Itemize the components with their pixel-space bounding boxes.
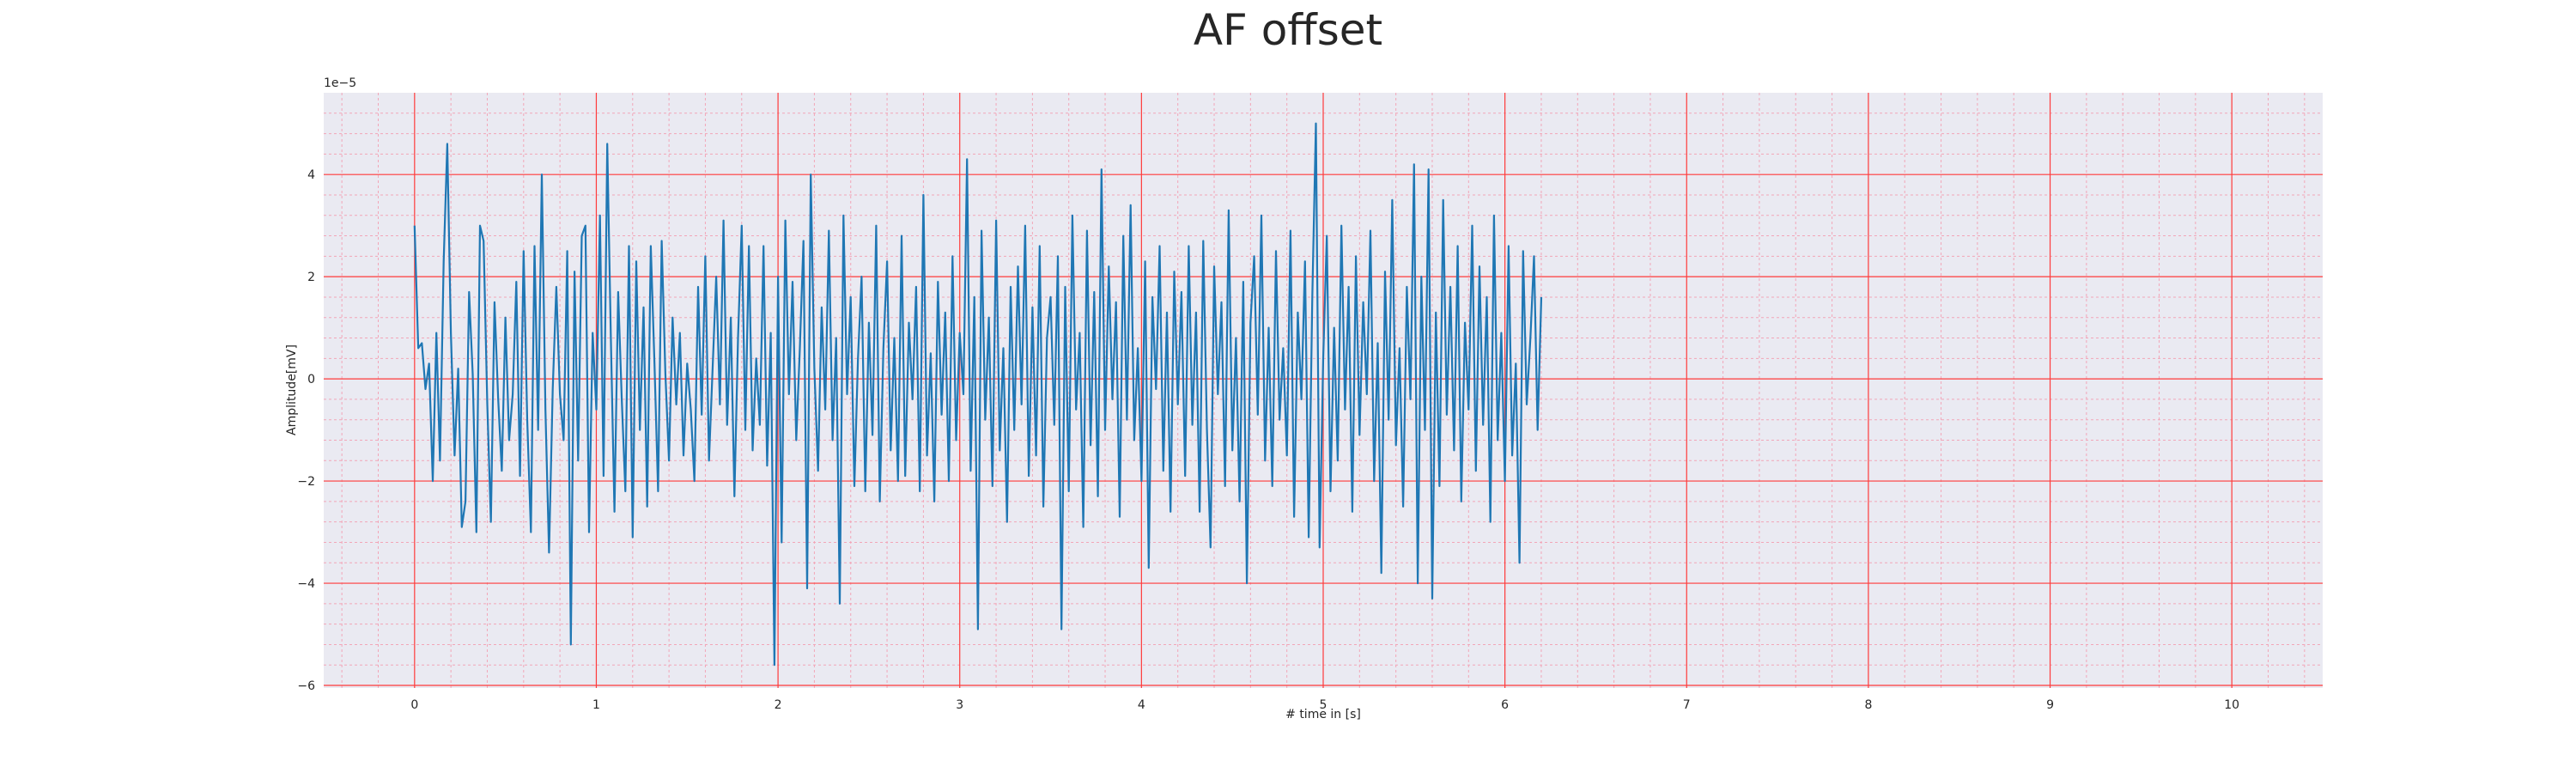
x-tick-label: 0 xyxy=(410,698,418,712)
x-tick-label: 2 xyxy=(775,698,782,712)
y-axis-label: Amplitude[mV] xyxy=(285,344,299,435)
y-tick-label: −6 xyxy=(297,679,315,693)
x-tick-label: 7 xyxy=(1683,698,1691,712)
y-tick-label: 0 xyxy=(307,373,315,386)
x-tick-label: 5 xyxy=(1320,698,1327,712)
y-tick-label: 4 xyxy=(307,168,315,182)
major-grid xyxy=(324,93,2323,688)
x-tick-label: 6 xyxy=(1501,698,1509,712)
x-tick-label: 3 xyxy=(956,698,963,712)
x-tick-label: 4 xyxy=(1138,698,1145,712)
x-axis-label: # time in [s] xyxy=(1285,708,1361,721)
series-line xyxy=(413,122,1543,666)
x-axis-ticks: 0 1 2 3 4 5 6 7 8 9 10 xyxy=(410,698,2239,712)
y-tick-label: 2 xyxy=(307,271,315,284)
y-offset-text: 1e−5 xyxy=(324,76,356,90)
x-tick-label: 1 xyxy=(592,698,600,712)
chart-title: AF offset xyxy=(1194,5,1382,55)
y-axis-ticks: −6 −4 −2 0 2 4 xyxy=(297,168,315,693)
y-tick-label: −4 xyxy=(297,577,315,591)
y-tick-label: −2 xyxy=(297,475,315,489)
x-tick-label: 9 xyxy=(2046,698,2054,712)
x-tick-label: 8 xyxy=(1864,698,1872,712)
x-tick-label: 10 xyxy=(2224,698,2239,712)
